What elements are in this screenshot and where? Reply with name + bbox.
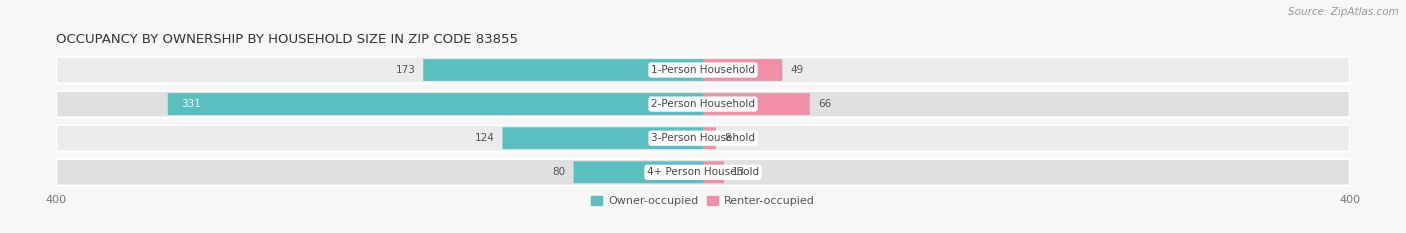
Text: 3-Person Household: 3-Person Household	[651, 133, 755, 143]
Text: 124: 124	[475, 133, 495, 143]
Text: 4+ Person Household: 4+ Person Household	[647, 167, 759, 177]
Text: 66: 66	[818, 99, 831, 109]
Legend: Owner-occupied, Renter-occupied: Owner-occupied, Renter-occupied	[586, 191, 820, 211]
Text: Source: ZipAtlas.com: Source: ZipAtlas.com	[1288, 7, 1399, 17]
FancyBboxPatch shape	[703, 127, 716, 149]
FancyBboxPatch shape	[423, 59, 703, 81]
FancyBboxPatch shape	[167, 93, 703, 115]
FancyBboxPatch shape	[56, 91, 1350, 117]
Text: 173: 173	[395, 65, 415, 75]
Text: 8: 8	[724, 133, 731, 143]
FancyBboxPatch shape	[56, 125, 1350, 151]
FancyBboxPatch shape	[703, 93, 810, 115]
Text: OCCUPANCY BY OWNERSHIP BY HOUSEHOLD SIZE IN ZIP CODE 83855: OCCUPANCY BY OWNERSHIP BY HOUSEHOLD SIZE…	[56, 33, 519, 46]
Text: 13: 13	[733, 167, 745, 177]
FancyBboxPatch shape	[56, 159, 1350, 186]
Text: 2-Person Household: 2-Person Household	[651, 99, 755, 109]
Text: 331: 331	[181, 99, 201, 109]
FancyBboxPatch shape	[574, 161, 703, 183]
FancyBboxPatch shape	[703, 59, 782, 81]
Text: 49: 49	[790, 65, 804, 75]
FancyBboxPatch shape	[502, 127, 703, 149]
Text: 80: 80	[553, 167, 565, 177]
FancyBboxPatch shape	[703, 161, 724, 183]
Text: 1-Person Household: 1-Person Household	[651, 65, 755, 75]
FancyBboxPatch shape	[56, 57, 1350, 83]
